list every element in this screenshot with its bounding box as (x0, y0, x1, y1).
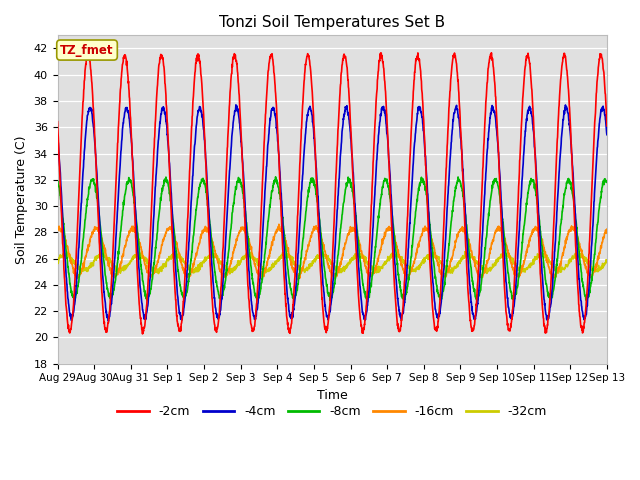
Y-axis label: Soil Temperature (C): Soil Temperature (C) (15, 135, 28, 264)
X-axis label: Time: Time (317, 389, 348, 402)
Legend: -2cm, -4cm, -8cm, -16cm, -32cm: -2cm, -4cm, -8cm, -16cm, -32cm (113, 400, 552, 423)
Title: Tonzi Soil Temperatures Set B: Tonzi Soil Temperatures Set B (219, 15, 445, 30)
Text: TZ_fmet: TZ_fmet (60, 44, 114, 57)
